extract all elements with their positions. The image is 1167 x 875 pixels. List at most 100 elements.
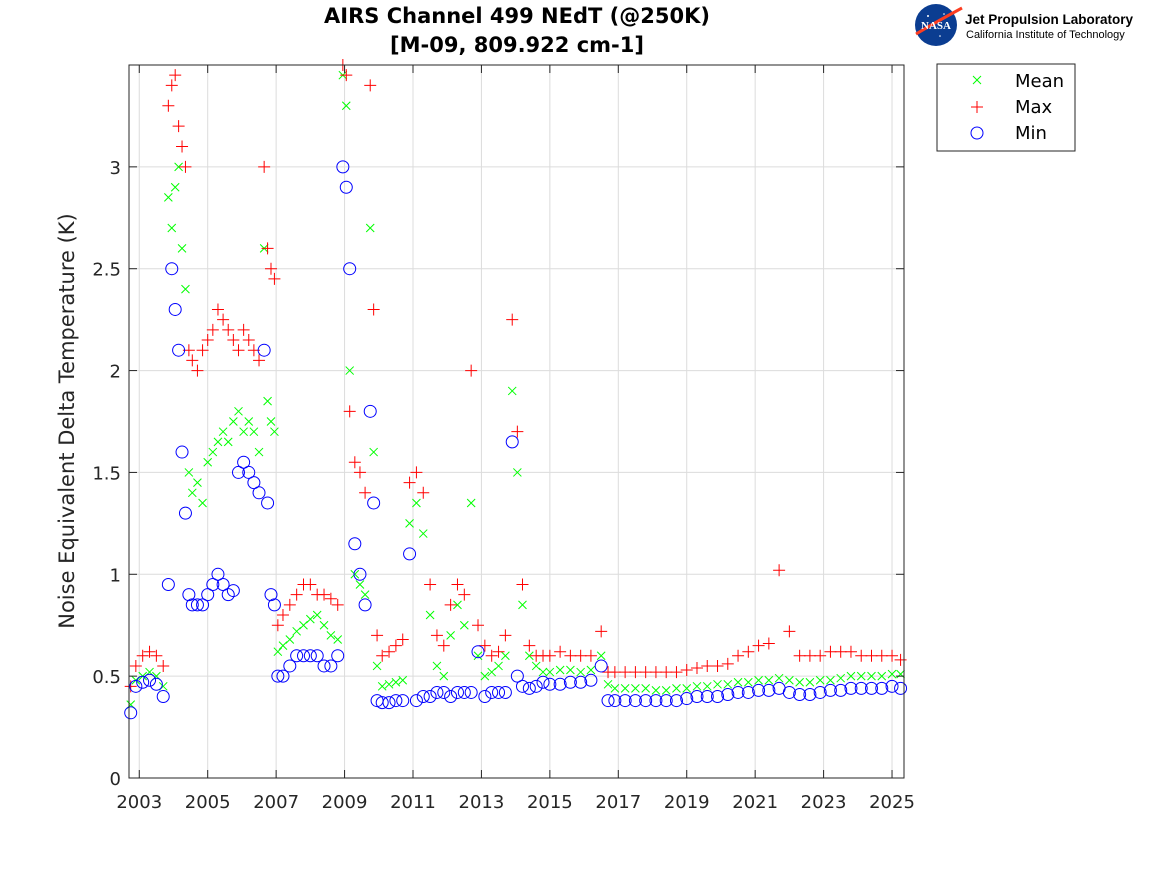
max-point <box>680 664 693 677</box>
mean-point <box>877 671 887 681</box>
min-point <box>649 694 663 708</box>
min-point <box>161 577 175 591</box>
legend-item-min: Min <box>970 123 1047 144</box>
x-tick-label: 2009 <box>322 792 368 813</box>
min-point <box>201 588 215 602</box>
mean-point <box>341 101 351 111</box>
max-point <box>834 645 847 658</box>
min-point <box>669 694 683 708</box>
min-point <box>168 302 182 316</box>
x-tick-label: 2011 <box>390 792 436 813</box>
max-point <box>721 657 734 670</box>
mean-point <box>446 631 455 640</box>
min-point <box>721 687 735 701</box>
x-tick-label: 2019 <box>664 792 710 813</box>
max-point <box>124 680 137 693</box>
max-point <box>629 666 642 679</box>
min-point <box>216 577 230 591</box>
max-point <box>437 639 450 652</box>
min-point <box>731 685 745 699</box>
max-point <box>143 645 156 658</box>
mean-point <box>266 417 276 426</box>
min-point <box>793 687 807 701</box>
max-point <box>417 486 430 499</box>
max-point <box>222 323 235 336</box>
max-point <box>389 639 402 652</box>
jpl-logo: NASA Jet Propulsion Laboratory Californi… <box>915 4 1134 46</box>
max-point <box>516 578 529 591</box>
legend-box <box>936 63 1076 152</box>
mean-point <box>524 651 534 661</box>
max-point <box>359 486 372 499</box>
max-point <box>129 659 142 672</box>
max-point <box>485 649 498 662</box>
min-point <box>324 659 338 673</box>
max-point <box>318 588 331 601</box>
max-point <box>803 649 816 662</box>
mean-point <box>713 679 722 689</box>
min-point <box>172 343 186 357</box>
mean-point <box>193 478 202 487</box>
max-point <box>492 645 505 658</box>
min-point <box>529 679 543 693</box>
x-tick-label: 2025 <box>869 792 915 813</box>
max-point <box>773 564 786 577</box>
chart-title: AIRS Channel 499 NEdT (@250K) [M-09, 809… <box>324 4 710 57</box>
min-point <box>478 690 492 704</box>
max-point <box>762 637 775 650</box>
mean-point <box>723 679 733 689</box>
mean-point <box>184 468 194 477</box>
min-point <box>423 690 437 704</box>
max-point <box>186 354 199 367</box>
mean-point <box>312 610 322 620</box>
mean-point <box>398 675 408 685</box>
max-point <box>150 649 163 662</box>
mean-point <box>682 684 692 693</box>
mean-point <box>405 519 414 528</box>
mean-point <box>254 447 264 457</box>
max-point <box>793 649 806 662</box>
mean-point <box>203 457 213 467</box>
min-point <box>242 465 256 479</box>
mean-point <box>459 620 469 630</box>
max-point <box>136 649 149 662</box>
y-tick-label: 1 <box>110 565 121 586</box>
mean-point <box>174 162 183 172</box>
mean-point <box>345 366 355 375</box>
min-point <box>803 687 817 701</box>
mean-point <box>846 671 856 681</box>
mean-point <box>466 498 476 508</box>
mean-point <box>167 223 177 233</box>
min-point <box>628 694 642 708</box>
max-point <box>660 666 673 679</box>
max-point <box>206 323 219 336</box>
max-point <box>343 405 356 418</box>
org-subtitle: California Institute of Technology <box>966 29 1125 41</box>
max-point <box>371 629 384 642</box>
mean-point <box>365 223 375 233</box>
min-point <box>574 675 588 689</box>
min-point <box>437 685 451 699</box>
max-point <box>894 653 907 666</box>
x-tick-label: 2007 <box>253 792 299 813</box>
max-point <box>511 425 524 438</box>
max-point <box>670 666 683 679</box>
mean-point <box>163 193 173 202</box>
min-point <box>190 598 204 612</box>
max-point <box>574 649 587 662</box>
mean-point <box>764 675 774 685</box>
min-point <box>271 669 285 683</box>
min-point <box>639 694 653 708</box>
max-point <box>639 666 652 679</box>
min-point <box>553 677 567 691</box>
x-tick-label: 2013 <box>459 792 505 813</box>
max-point <box>824 645 837 658</box>
mean-point <box>319 620 329 630</box>
min-point <box>854 681 868 695</box>
min-point <box>317 659 331 673</box>
min-point <box>601 694 615 708</box>
max-point <box>814 649 827 662</box>
max-point <box>258 160 271 173</box>
nasa-meatball-icon: NASA <box>915 4 963 46</box>
min-point <box>522 681 536 695</box>
